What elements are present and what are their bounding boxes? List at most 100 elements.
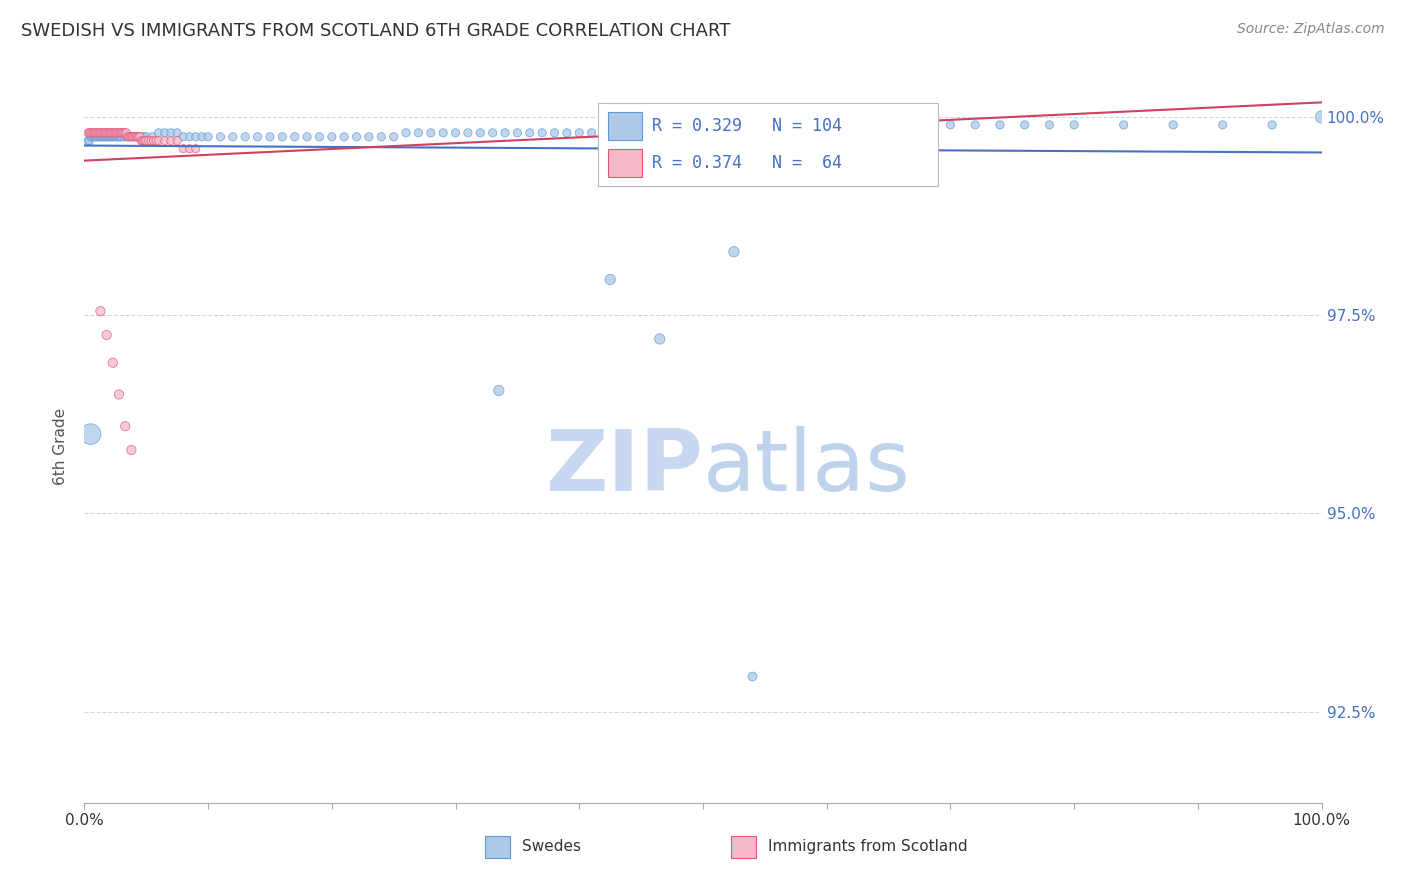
Point bbox=[914, 118, 936, 132]
Point bbox=[84, 129, 107, 144]
Point bbox=[1063, 118, 1085, 132]
Point bbox=[555, 126, 578, 140]
Point bbox=[128, 129, 150, 144]
Point bbox=[90, 129, 112, 144]
Point bbox=[94, 126, 117, 140]
Point bbox=[1014, 118, 1036, 132]
Point bbox=[321, 129, 343, 144]
Point bbox=[142, 134, 165, 148]
Text: SWEDISH VS IMMIGRANTS FROM SCOTLAND 6TH GRADE CORRELATION CHART: SWEDISH VS IMMIGRANTS FROM SCOTLAND 6TH … bbox=[21, 22, 731, 40]
Point bbox=[128, 129, 150, 144]
Point bbox=[86, 129, 108, 144]
Point bbox=[134, 134, 156, 148]
Point bbox=[1261, 118, 1284, 132]
Point bbox=[84, 126, 107, 140]
Point bbox=[284, 129, 307, 144]
Point bbox=[115, 126, 138, 140]
Point bbox=[79, 126, 101, 140]
Point bbox=[153, 134, 176, 148]
Point bbox=[101, 126, 124, 140]
Point bbox=[643, 126, 665, 140]
Point bbox=[160, 134, 183, 148]
Point bbox=[308, 129, 330, 144]
Point bbox=[766, 118, 789, 132]
Point bbox=[148, 134, 170, 148]
Point bbox=[655, 126, 678, 140]
Point bbox=[129, 134, 152, 148]
Point bbox=[741, 126, 763, 140]
Point bbox=[96, 126, 118, 140]
Point bbox=[125, 129, 148, 144]
Bar bbox=[731, 836, 756, 858]
Point bbox=[815, 118, 838, 132]
Point bbox=[101, 356, 124, 370]
Text: Immigrants from Scotland: Immigrants from Scotland bbox=[768, 839, 967, 855]
Point bbox=[135, 134, 157, 148]
Point bbox=[184, 129, 207, 144]
Point bbox=[790, 118, 813, 132]
Point bbox=[1212, 118, 1234, 132]
Point bbox=[111, 126, 134, 140]
Point bbox=[77, 126, 100, 140]
Point bbox=[172, 129, 194, 144]
Point bbox=[209, 129, 232, 144]
Point bbox=[444, 126, 467, 140]
Point bbox=[77, 134, 100, 148]
Point bbox=[679, 126, 702, 140]
Point bbox=[160, 126, 183, 140]
Point bbox=[129, 129, 152, 144]
Point bbox=[120, 442, 142, 457]
Point bbox=[135, 129, 157, 144]
Point bbox=[141, 134, 163, 148]
Point bbox=[118, 129, 141, 144]
Point bbox=[125, 129, 148, 144]
Point bbox=[132, 129, 155, 144]
Point bbox=[965, 118, 987, 132]
Text: Swedes: Swedes bbox=[522, 839, 581, 855]
Point bbox=[87, 126, 110, 140]
Point bbox=[145, 134, 167, 148]
Point bbox=[97, 129, 120, 144]
Point bbox=[98, 129, 121, 144]
Point bbox=[96, 328, 118, 343]
Point bbox=[98, 129, 121, 144]
Point bbox=[105, 126, 128, 140]
Bar bbox=[485, 836, 510, 858]
Text: atlas: atlas bbox=[703, 425, 911, 509]
Point bbox=[457, 126, 479, 140]
Point bbox=[488, 384, 510, 398]
Point bbox=[605, 126, 627, 140]
Point bbox=[120, 129, 142, 144]
Point bbox=[717, 126, 740, 140]
Point bbox=[115, 129, 138, 144]
Point bbox=[271, 129, 294, 144]
Point bbox=[233, 129, 256, 144]
Point bbox=[382, 129, 405, 144]
Point bbox=[112, 126, 135, 140]
Point bbox=[939, 118, 962, 132]
Point bbox=[83, 126, 105, 140]
Point bbox=[581, 126, 603, 140]
Point bbox=[89, 304, 111, 318]
Point bbox=[108, 126, 131, 140]
Point bbox=[90, 126, 112, 140]
Point bbox=[841, 118, 863, 132]
Point bbox=[470, 126, 492, 140]
Point bbox=[432, 126, 454, 140]
Point bbox=[408, 126, 430, 140]
Point bbox=[108, 129, 131, 144]
Point bbox=[568, 126, 591, 140]
Point bbox=[103, 129, 125, 144]
Point bbox=[101, 129, 124, 144]
Point bbox=[494, 126, 516, 140]
Point bbox=[222, 129, 245, 144]
Point bbox=[419, 126, 441, 140]
Point bbox=[506, 126, 529, 140]
Point bbox=[648, 332, 671, 346]
Point bbox=[110, 126, 132, 140]
Point bbox=[91, 126, 114, 140]
Point bbox=[531, 126, 554, 140]
Point bbox=[132, 134, 155, 148]
Point bbox=[107, 129, 129, 144]
Point bbox=[138, 134, 160, 148]
